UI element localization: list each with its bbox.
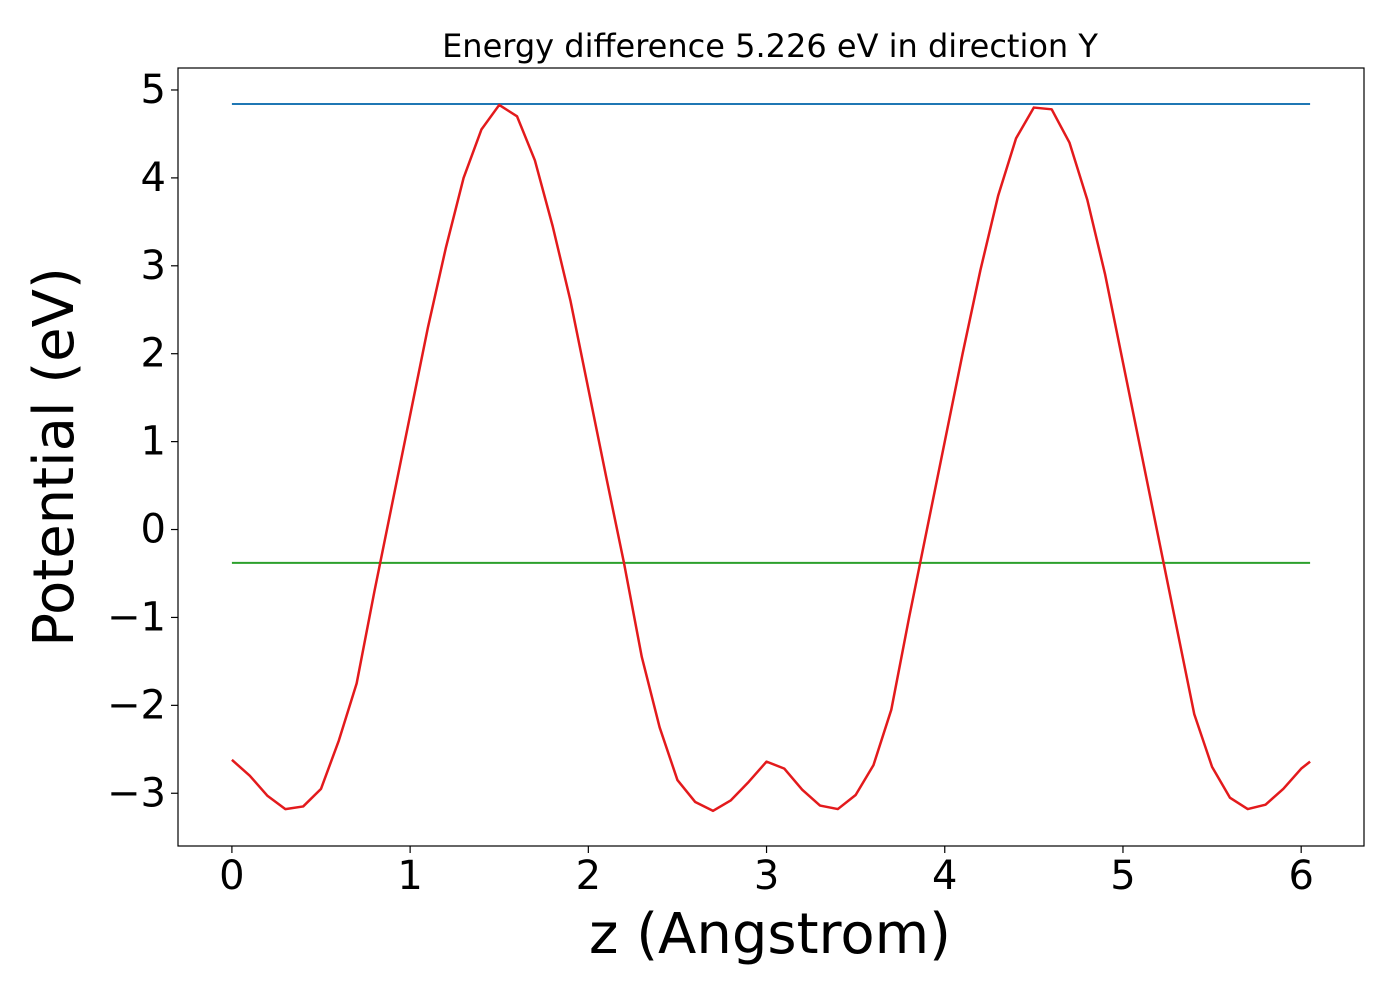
y-tick-label: 2: [141, 331, 166, 377]
y-tick-label: 0: [141, 507, 166, 553]
x-tick-label: 0: [219, 853, 244, 899]
x-axis-label: z (Angstrom): [589, 902, 951, 967]
y-tick-label: 3: [141, 243, 166, 289]
x-tick-label: 2: [576, 853, 601, 899]
y-tick-label: 1: [141, 419, 166, 465]
data-line: [231, 103, 1311, 813]
chart-title: Energy difference 5.226 eV in direction …: [442, 27, 1098, 65]
plot-frame: [177, 67, 1365, 847]
y-tick-label: 4: [141, 155, 166, 201]
y-tick-label: −1: [107, 594, 166, 640]
x-tick-label: 3: [754, 853, 779, 899]
y-tick-label: −2: [107, 682, 166, 728]
y-tick-label: 5: [141, 67, 166, 113]
x-tick-label: 1: [397, 853, 422, 899]
x-tick-label: 5: [1110, 853, 1135, 899]
x-tick-label: 6: [1288, 853, 1313, 899]
y-axis-label: Potential (eV): [22, 267, 87, 647]
x-tick-label: 4: [932, 853, 957, 899]
y-tick-label: −3: [107, 770, 166, 816]
